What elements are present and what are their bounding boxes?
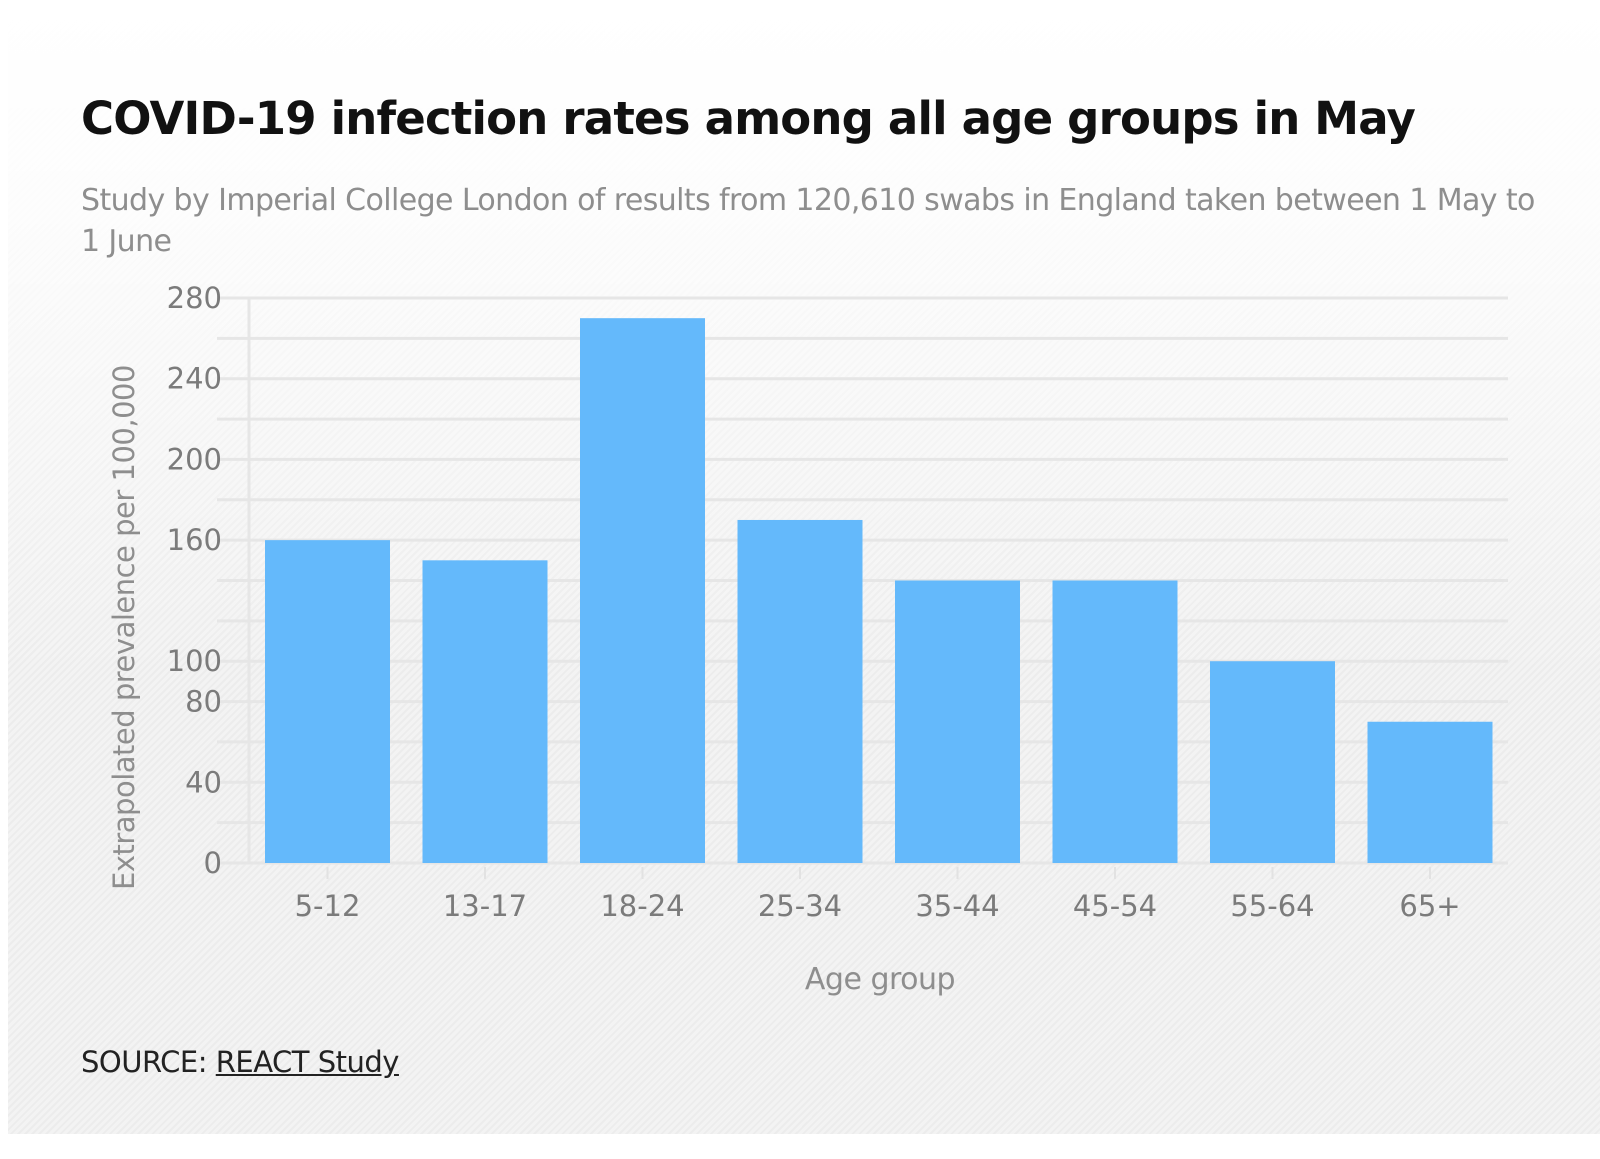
- y-tick-label: 80: [185, 685, 222, 719]
- bar-18-24: [580, 318, 705, 863]
- y-tick-label: 0: [204, 846, 222, 880]
- bar-5-12: [265, 540, 390, 863]
- y-tick-label: 280: [167, 281, 222, 315]
- source-link[interactable]: REACT Study: [215, 1045, 400, 1079]
- x-axis-ticks: 5-12 13-17 18-24 25-34 35-44 45-54 55-64 65+: [295, 867, 1461, 923]
- x-tick-label: 35-44: [915, 889, 999, 923]
- bar-13-17: [422, 560, 548, 863]
- bar-55-64: [1210, 661, 1335, 863]
- y-tick-label: 240: [167, 362, 222, 396]
- y-tick-label: 200: [167, 442, 222, 476]
- chart-title: COVID-19 infection rates among all age g…: [81, 92, 1416, 145]
- x-tick-label: 13-17: [443, 889, 527, 923]
- bar-65+: [1367, 721, 1493, 863]
- x-tick-label: 65+: [1399, 889, 1460, 923]
- source-note: SOURCE: REACT Study: [81, 1045, 399, 1079]
- x-tick-label: 5-12: [295, 889, 361, 923]
- bar-25-34: [737, 519, 863, 863]
- source-prefix: SOURCE:: [81, 1045, 216, 1079]
- bar-45-54: [1052, 580, 1178, 863]
- y-tick-label: 160: [167, 523, 222, 557]
- bars: [265, 318, 1493, 863]
- chart-subtitle: Study by Imperial College London of resu…: [81, 183, 1535, 259]
- y-tick-label: 100: [167, 644, 222, 678]
- y-axis-ticks: 0 40 80 100 160 200 240 280: [167, 281, 222, 880]
- x-tick-label: 45-54: [1073, 889, 1157, 923]
- y-tick-label: 40: [185, 765, 222, 799]
- bar-35-44: [895, 580, 1020, 863]
- x-axis-label: Age group: [804, 962, 956, 997]
- x-tick-label: 18-24: [600, 889, 684, 923]
- x-tick-label: 25-34: [758, 889, 842, 923]
- x-tick-label: 55-64: [1230, 889, 1314, 923]
